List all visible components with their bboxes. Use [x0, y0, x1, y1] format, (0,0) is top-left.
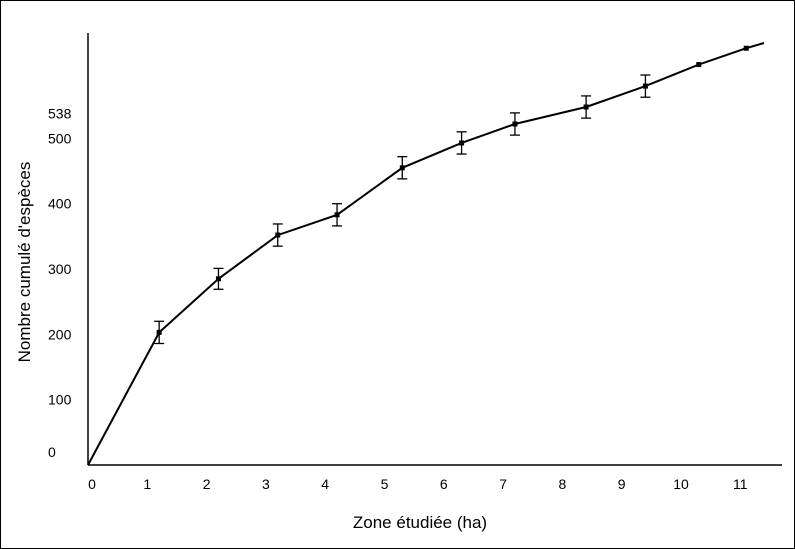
y-tick-label: 0 [48, 444, 56, 460]
data-point [743, 45, 749, 51]
y-tick-label: 200 [48, 326, 72, 342]
x-tick-label: 4 [321, 476, 329, 492]
data-point [334, 212, 340, 218]
y-tick-label: 500 [48, 130, 72, 146]
y-tick-label: 538 [48, 106, 72, 122]
x-tick-label: 10 [673, 476, 689, 492]
x-tick-label: 3 [262, 476, 270, 492]
x-tick-label: 9 [618, 476, 626, 492]
series-line [87, 42, 765, 466]
data-point [459, 140, 465, 146]
data-point [275, 232, 281, 238]
y-tick-label: 100 [48, 392, 72, 408]
y-axis-title: Nombre cumulé d'espèces [15, 162, 34, 363]
x-tick-label: 2 [203, 476, 211, 492]
y-tick-label: 400 [48, 196, 72, 212]
x-tick-label: 5 [381, 476, 389, 492]
data-point [512, 121, 518, 127]
x-tick-label: 8 [558, 476, 566, 492]
x-tick-label: 0 [88, 476, 96, 492]
data-point [696, 62, 702, 68]
data-point [399, 165, 405, 171]
x-tick-label: 6 [440, 476, 448, 492]
x-tick-label: 1 [143, 476, 151, 492]
x-axis-title: Zone étudiée (ha) [353, 513, 487, 532]
data-point [642, 83, 648, 89]
x-tick-label: 7 [499, 476, 507, 492]
data-point [156, 329, 162, 335]
data-point [583, 104, 589, 110]
data-point [215, 276, 221, 282]
y-tick-label: 300 [48, 261, 72, 277]
x-tick-label: 11 [733, 476, 748, 492]
